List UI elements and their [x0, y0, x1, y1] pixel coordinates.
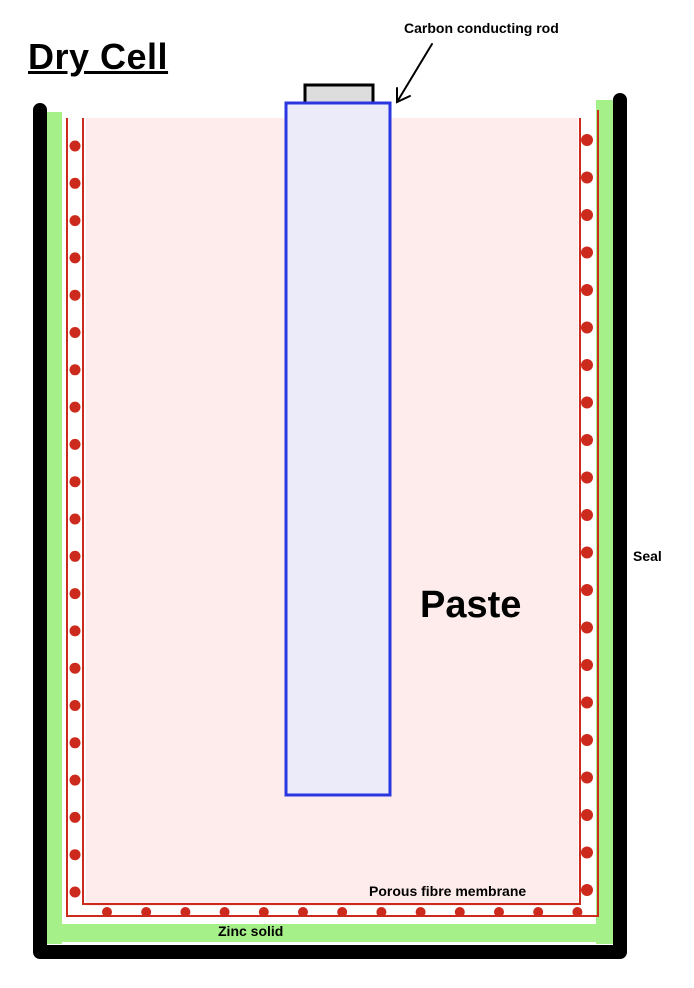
membrane-dot	[581, 659, 593, 671]
membrane-dot	[69, 774, 81, 786]
membrane-dot	[581, 396, 593, 409]
membrane-dot	[581, 584, 593, 596]
page-title: Dry Cell	[28, 36, 169, 77]
membrane-label: Porous fibre membrane	[369, 883, 527, 899]
membrane-dot	[298, 907, 308, 917]
membrane-dot	[581, 809, 593, 821]
membrane-dot	[69, 849, 81, 861]
membrane-dot	[581, 321, 593, 334]
membrane-dots	[69, 134, 593, 917]
membrane-dot	[581, 621, 593, 634]
membrane-dot	[337, 907, 348, 917]
membrane-dot	[581, 734, 593, 746]
membrane-dot	[454, 907, 465, 917]
membrane-dot	[219, 907, 230, 917]
carbon-rod-label: Carbon conducting rod	[404, 20, 559, 36]
membrane-dot	[69, 550, 81, 562]
membrane-dot	[533, 907, 544, 917]
membrane-dot	[69, 401, 81, 413]
membrane-dot	[258, 907, 269, 917]
membrane-dot	[69, 289, 81, 301]
membrane-dot	[69, 140, 81, 152]
zinc-layer	[44, 100, 614, 944]
membrane-dot	[581, 434, 593, 446]
membrane-dot	[102, 907, 112, 917]
membrane-dot	[141, 907, 152, 917]
membrane-dot	[581, 359, 593, 371]
membrane-dot	[581, 771, 593, 784]
membrane-dot	[415, 907, 426, 917]
membrane-dot	[581, 246, 593, 259]
rod-arrow	[396, 43, 433, 104]
membrane-dot	[581, 209, 593, 221]
paste-label: Paste	[420, 584, 522, 626]
membrane-dot	[581, 171, 593, 184]
membrane	[66, 110, 599, 917]
membrane-dot	[180, 907, 191, 917]
rod-cap	[303, 83, 375, 105]
membrane-dot	[69, 662, 81, 674]
membrane-dot	[581, 884, 593, 896]
carbon-rod	[284, 101, 392, 797]
membrane-dot	[69, 588, 81, 600]
membrane-dot	[69, 886, 81, 898]
membrane-dot	[494, 907, 504, 917]
membrane-dot	[572, 907, 583, 917]
membrane-dot	[69, 737, 81, 749]
membrane-dot	[69, 327, 81, 338]
membrane-dot	[376, 907, 387, 917]
membrane-dot	[69, 513, 81, 525]
membrane-dot	[69, 252, 81, 264]
membrane-dot	[581, 134, 593, 146]
membrane-dot	[69, 215, 81, 227]
membrane-dot	[69, 811, 81, 823]
membrane-dot	[581, 471, 593, 484]
membrane-dot	[581, 846, 593, 859]
outer-casing	[33, 93, 627, 959]
membrane-dot	[69, 364, 81, 376]
membrane-dot	[69, 625, 81, 637]
membrane-dot	[581, 284, 593, 296]
membrane-dot	[581, 509, 593, 521]
membrane-dot	[69, 438, 81, 450]
membrane-dot	[581, 546, 593, 559]
zinc-label: Zinc solid	[218, 923, 284, 939]
membrane-dot	[69, 700, 81, 711]
membrane-dot	[581, 696, 593, 709]
seal-label: Seal	[633, 548, 662, 564]
membrane-dot	[69, 177, 81, 189]
membrane-dot	[69, 476, 81, 488]
